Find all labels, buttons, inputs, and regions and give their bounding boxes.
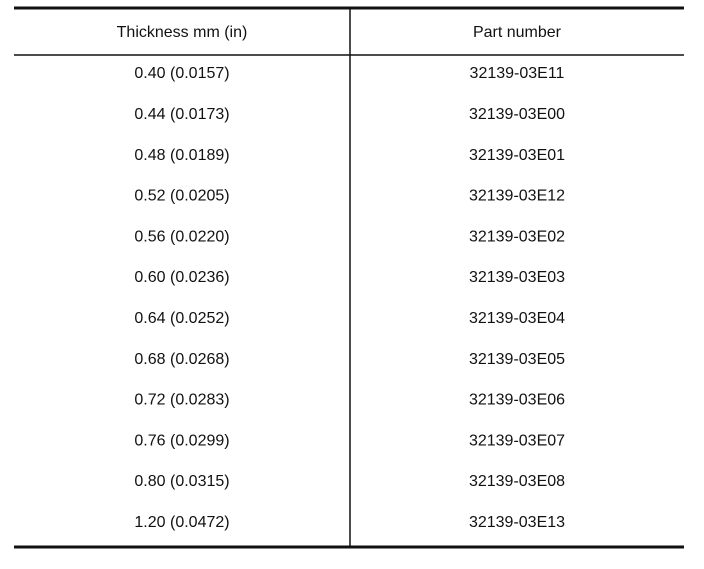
thickness-cell: 0.68 (0.0268) <box>134 351 229 368</box>
thickness-cell: 0.48 (0.0189) <box>134 147 229 164</box>
part-number-cell: 32139-03E08 <box>469 473 565 490</box>
thickness-cell: 0.76 (0.0299) <box>134 432 229 449</box>
part-number-cell: 32139-03E02 <box>469 228 565 245</box>
thickness-cell: 1.20 (0.0472) <box>134 514 229 531</box>
part-number-cell: 32139-03E01 <box>469 147 565 164</box>
thickness-cell: 0.80 (0.0315) <box>134 473 229 490</box>
part-number-cell: 32139-03E03 <box>469 269 565 286</box>
part-number-cell: 32139-03E12 <box>469 188 565 205</box>
part-number-cell: 32139-03E05 <box>469 351 565 368</box>
part-number-cell: 32139-03E13 <box>469 514 565 531</box>
thickness-cell: 0.72 (0.0283) <box>134 392 229 409</box>
part-number-cell: 32139-03E06 <box>469 392 565 409</box>
thickness-cell: 0.52 (0.0205) <box>134 188 229 205</box>
part-number-cell: 32139-03E00 <box>469 106 565 123</box>
thickness-cell: 0.40 (0.0157) <box>134 65 229 82</box>
part-number-cell: 32139-03E04 <box>469 310 565 327</box>
column-header: Part number <box>473 24 562 41</box>
part-number-cell: 32139-03E07 <box>469 432 565 449</box>
thickness-cell: 0.64 (0.0252) <box>134 310 229 327</box>
thickness-cell: 0.44 (0.0173) <box>134 106 229 123</box>
thickness-cell: 0.56 (0.0220) <box>134 228 229 245</box>
column-header: Thickness mm (in) <box>117 24 248 41</box>
part-number-cell: 32139-03E11 <box>470 65 565 82</box>
thickness-cell: 0.60 (0.0236) <box>134 269 229 286</box>
